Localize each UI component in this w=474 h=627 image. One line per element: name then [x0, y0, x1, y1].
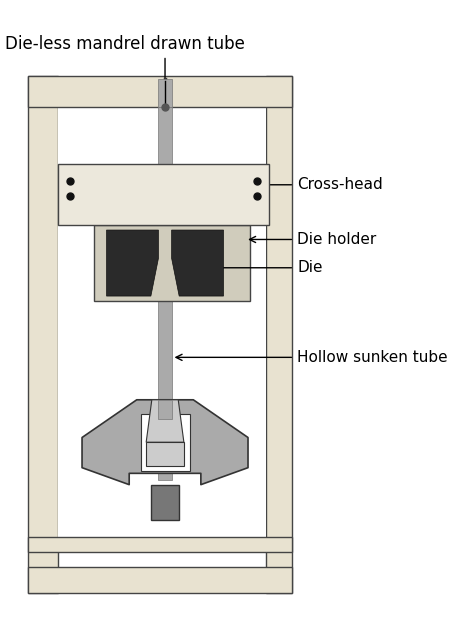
FancyBboxPatch shape	[266, 76, 292, 593]
FancyBboxPatch shape	[58, 164, 269, 225]
FancyBboxPatch shape	[158, 79, 172, 107]
Text: Die-less mandrel drawn tube: Die-less mandrel drawn tube	[5, 35, 245, 53]
Text: Die holder: Die holder	[249, 232, 376, 247]
Polygon shape	[172, 230, 224, 296]
FancyBboxPatch shape	[28, 76, 58, 593]
Polygon shape	[140, 414, 190, 470]
FancyBboxPatch shape	[28, 76, 292, 107]
FancyBboxPatch shape	[146, 442, 184, 466]
Polygon shape	[107, 230, 158, 296]
FancyBboxPatch shape	[58, 107, 266, 552]
FancyBboxPatch shape	[94, 225, 250, 301]
Polygon shape	[146, 400, 184, 442]
FancyBboxPatch shape	[158, 107, 172, 480]
Text: Die: Die	[188, 260, 322, 275]
FancyBboxPatch shape	[28, 567, 292, 593]
FancyBboxPatch shape	[158, 400, 172, 419]
Text: Cross-head: Cross-head	[262, 177, 383, 192]
Polygon shape	[82, 400, 248, 485]
FancyBboxPatch shape	[151, 485, 179, 520]
FancyBboxPatch shape	[28, 537, 292, 552]
Text: Hollow sunken tube: Hollow sunken tube	[176, 350, 447, 365]
